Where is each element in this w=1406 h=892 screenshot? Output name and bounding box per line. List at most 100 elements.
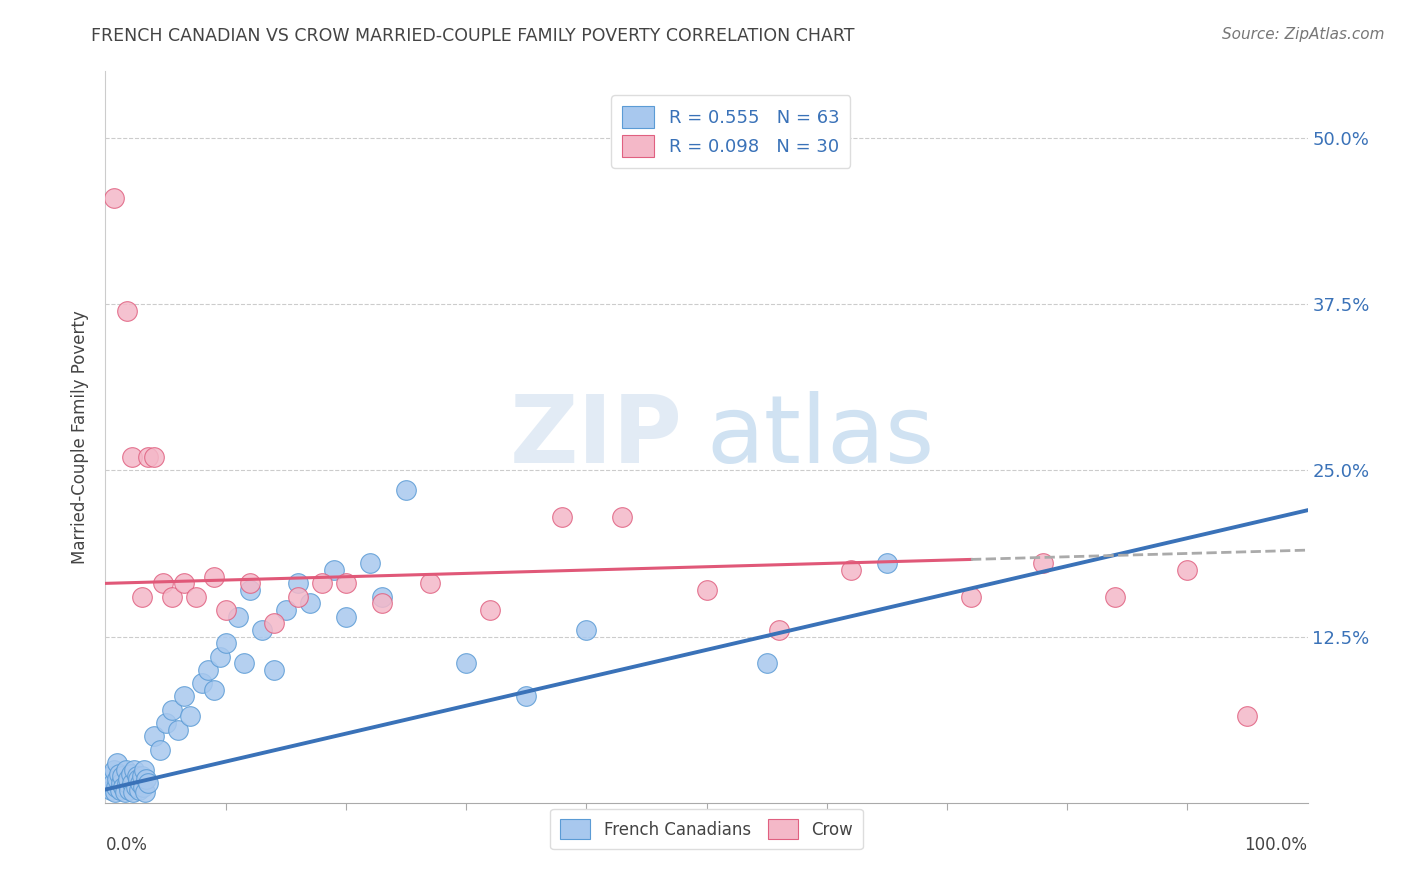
Point xyxy=(132,780,155,794)
Point xyxy=(311,576,333,591)
Point xyxy=(768,623,790,637)
Point xyxy=(755,656,778,670)
Point xyxy=(160,703,183,717)
Point xyxy=(335,576,357,591)
Point xyxy=(371,590,394,604)
Point xyxy=(179,709,201,723)
Point xyxy=(876,557,898,571)
Point xyxy=(612,509,634,524)
Point xyxy=(107,772,129,786)
Point xyxy=(263,663,285,677)
Point xyxy=(184,590,207,604)
Point xyxy=(960,590,983,604)
Point xyxy=(115,303,138,318)
Point xyxy=(114,785,136,799)
Point xyxy=(190,676,212,690)
Point xyxy=(132,763,155,777)
Point xyxy=(127,772,149,786)
Point xyxy=(232,656,254,670)
Point xyxy=(128,782,150,797)
Text: ZIP: ZIP xyxy=(509,391,682,483)
Point xyxy=(115,776,138,790)
Point xyxy=(105,780,128,794)
Text: Source: ZipAtlas.com: Source: ZipAtlas.com xyxy=(1222,27,1385,42)
Text: atlas: atlas xyxy=(707,391,935,483)
Point xyxy=(118,782,141,797)
Point xyxy=(142,729,165,743)
Point xyxy=(131,590,153,604)
Point xyxy=(152,576,174,591)
Point xyxy=(120,766,142,780)
Point xyxy=(479,603,502,617)
Point xyxy=(1104,590,1126,604)
Point xyxy=(122,785,145,799)
Point xyxy=(551,509,574,524)
Point xyxy=(112,780,135,794)
Point xyxy=(419,576,441,591)
Point xyxy=(274,603,297,617)
Point xyxy=(173,576,195,591)
Point xyxy=(108,782,131,797)
Point xyxy=(124,780,146,794)
Point xyxy=(103,763,125,777)
Text: 0.0%: 0.0% xyxy=(105,836,148,854)
Point xyxy=(107,756,129,770)
Point xyxy=(101,776,124,790)
Legend: French Canadians, Crow: French Canadians, Crow xyxy=(550,809,863,849)
Point xyxy=(142,450,165,464)
Point xyxy=(135,772,157,786)
Text: 100.0%: 100.0% xyxy=(1244,836,1308,854)
Point xyxy=(166,723,188,737)
Point xyxy=(197,663,219,677)
Point xyxy=(214,636,236,650)
Point xyxy=(696,582,718,597)
Point xyxy=(98,769,121,783)
Point xyxy=(371,596,394,610)
Point xyxy=(239,576,262,591)
Point xyxy=(117,772,139,786)
Point xyxy=(202,570,225,584)
Point xyxy=(103,191,125,205)
Point xyxy=(239,582,262,597)
Point xyxy=(515,690,537,704)
Text: FRENCH CANADIAN VS CROW MARRIED-COUPLE FAMILY POVERTY CORRELATION CHART: FRENCH CANADIAN VS CROW MARRIED-COUPLE F… xyxy=(91,27,855,45)
Point xyxy=(359,557,381,571)
Y-axis label: Married-Couple Family Poverty: Married-Couple Family Poverty xyxy=(72,310,90,564)
Point xyxy=(202,682,225,697)
Point xyxy=(214,603,236,617)
Point xyxy=(134,785,156,799)
Point xyxy=(121,450,143,464)
Point xyxy=(298,596,321,610)
Point xyxy=(263,616,285,631)
Point xyxy=(110,776,132,790)
Point xyxy=(155,716,177,731)
Point xyxy=(287,576,309,591)
Point xyxy=(1177,563,1199,577)
Point xyxy=(121,776,143,790)
Point xyxy=(226,609,249,624)
Point xyxy=(136,776,159,790)
Point xyxy=(125,769,148,783)
Point xyxy=(395,483,418,498)
Point xyxy=(160,590,183,604)
Point xyxy=(111,769,134,783)
Point xyxy=(124,763,146,777)
Point xyxy=(208,649,231,664)
Point xyxy=(322,563,344,577)
Point xyxy=(131,769,153,783)
Point xyxy=(100,782,122,797)
Point xyxy=(107,766,129,780)
Point xyxy=(287,590,309,604)
Point xyxy=(335,609,357,624)
Point xyxy=(104,785,127,799)
Point xyxy=(129,776,152,790)
Point xyxy=(148,742,170,756)
Point xyxy=(173,690,195,704)
Point xyxy=(575,623,598,637)
Point xyxy=(456,656,478,670)
Point xyxy=(839,563,862,577)
Point xyxy=(136,450,159,464)
Point xyxy=(1032,557,1054,571)
Point xyxy=(1236,709,1258,723)
Point xyxy=(115,763,138,777)
